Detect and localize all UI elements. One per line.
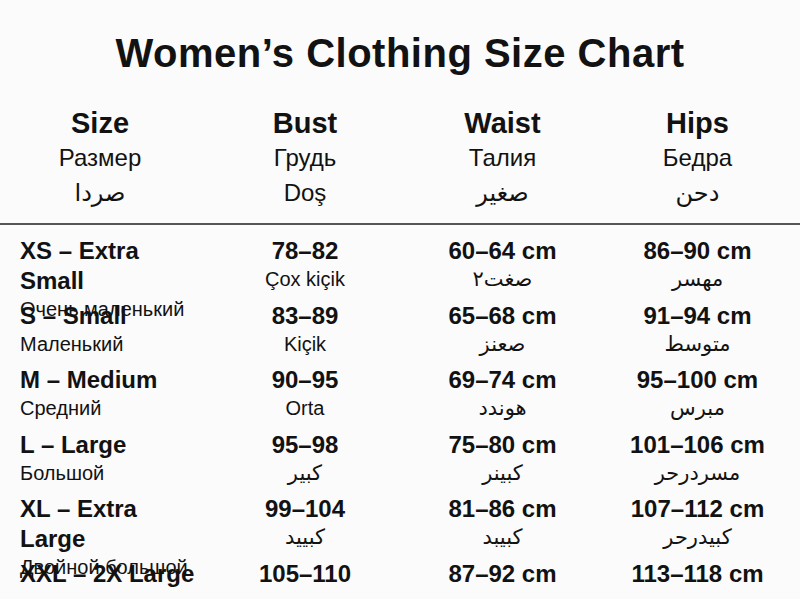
bust-cell: 83–89 Kiçik [200,301,410,361]
column-header-waist-en: Waist [410,106,595,140]
size-label-translation: Средний [20,395,200,422]
size-label: L – Large [20,430,200,460]
table-body: XS – Extra Small Очень маленький 78–82 Ç… [0,231,800,599]
size-cell: L – Large Большой [0,430,200,490]
bust-translation: Kiçik [200,331,410,358]
waist-value: 69–74 cm [410,365,595,395]
column-header-hips: Hips Бедра دحن [595,106,800,211]
table-row-m: M – Medium Средний 90–95 Orta 69–74 cm ه… [0,360,800,425]
bust-translation: Çox kiçik [200,266,410,293]
waist-value: 60–64 cm [410,236,595,266]
bust-translation: Orta [200,395,410,422]
column-header-waist-l3: صغير [410,175,595,211]
hips-translation: كبيدرحر [595,524,800,551]
table-row-xxl: XXL – 2X Large 105–110 87–92 cm 113–118 … [0,554,800,599]
column-header-bust: Bust Грудь Doş [200,106,410,211]
bust-value: 83–89 [200,301,410,331]
bust-value: 95–98 [200,430,410,460]
size-label-translation: Маленький [20,331,200,358]
hips-value: 113–118 cm [595,559,800,589]
waist-cell: 69–74 cm هوندد [410,365,595,425]
bust-cell: 90–95 Orta [200,365,410,425]
waist-cell: 65–68 cm صعنز [410,301,595,361]
table-row-s: S – Small Маленький 83–89 Kiçik 65–68 cm… [0,296,800,361]
hips-value: 101–106 cm [595,430,800,460]
hips-translation: مهسر [595,266,800,293]
table-row-xs: XS – Extra Small Очень маленький 78–82 Ç… [0,231,800,296]
bust-value: 105–110 [200,559,410,589]
bust-cell: 105–110 [200,559,410,599]
page-title: Women’s Clothing Size Chart [0,30,800,76]
waist-value: 75–80 cm [410,430,595,460]
column-header-size-en: Size [0,106,200,140]
bust-value: 78–82 [200,236,410,266]
waist-translation: صعنز [410,331,595,358]
size-cell: XXL – 2X Large [0,559,200,599]
column-header-hips-en: Hips [595,106,800,140]
column-header-hips-ru: Бедра [595,140,800,175]
size-label: XXL – 2X Large [20,559,200,589]
hips-value: 107–112 cm [595,494,800,524]
waist-translation: كبينر [410,460,595,487]
size-label: S – Small [20,301,200,331]
hips-cell: 101–106 cm مسردرحر [595,430,800,490]
column-header-bust-en: Bust [200,106,410,140]
column-header-size: Size Размер صردا [0,106,200,211]
hips-translation: مبرس [595,395,800,422]
column-header-size-ru: Размер [0,140,200,175]
waist-translation: كبيبد [410,524,595,551]
hips-cell: 113–118 cm [595,559,800,599]
waist-cell: 75–80 cm كبينر [410,430,595,490]
table-row-xl: XL – Extra Large Двойной большой 99–104 … [0,489,800,554]
size-chart-page: Women’s Clothing Size Chart Size Размер … [0,30,800,599]
hips-value: 86–90 cm [595,236,800,266]
bust-cell: 95–98 كبير [200,430,410,490]
hips-cell: 91–94 cm متوسط [595,301,800,361]
size-cell: M – Medium Средний [0,365,200,425]
waist-value: 87–92 cm [410,559,595,589]
size-label: XS – Extra Small [20,236,200,296]
header-divider [0,223,800,225]
bust-translation: كبير [200,460,410,487]
size-cell: S – Small Маленький [0,301,200,361]
waist-translation: هوندد [410,395,595,422]
hips-translation: مسردرحر [595,460,800,487]
waist-cell: 87–92 cm [410,559,595,599]
hips-value: 91–94 cm [595,301,800,331]
column-header-waist: Waist Талия صغير [410,106,595,211]
bust-translation: كبييد [200,524,410,551]
hips-translation: متوسط [595,331,800,358]
table-header: Size Размер صردا Bust Грудь Doş Waist Та… [0,106,800,211]
column-header-bust-l3: Doş [200,175,410,211]
waist-value: 65–68 cm [410,301,595,331]
waist-value: 81–86 cm [410,494,595,524]
column-header-hips-l3: دحن [595,175,800,211]
column-header-waist-ru: Талия [410,140,595,175]
hips-value: 95–100 cm [595,365,800,395]
column-header-size-l3: صردا [0,175,200,211]
size-label: XL – Extra Large [20,494,200,554]
size-label-translation: Большой [20,460,200,487]
bust-value: 99–104 [200,494,410,524]
waist-translation: صغت٢ [410,266,595,293]
bust-value: 90–95 [200,365,410,395]
table-row-l: L – Large Большой 95–98 كبير 75–80 cm كب… [0,425,800,490]
hips-cell: 95–100 cm مبرس [595,365,800,425]
size-label: M – Medium [20,365,200,395]
column-header-bust-ru: Грудь [200,140,410,175]
